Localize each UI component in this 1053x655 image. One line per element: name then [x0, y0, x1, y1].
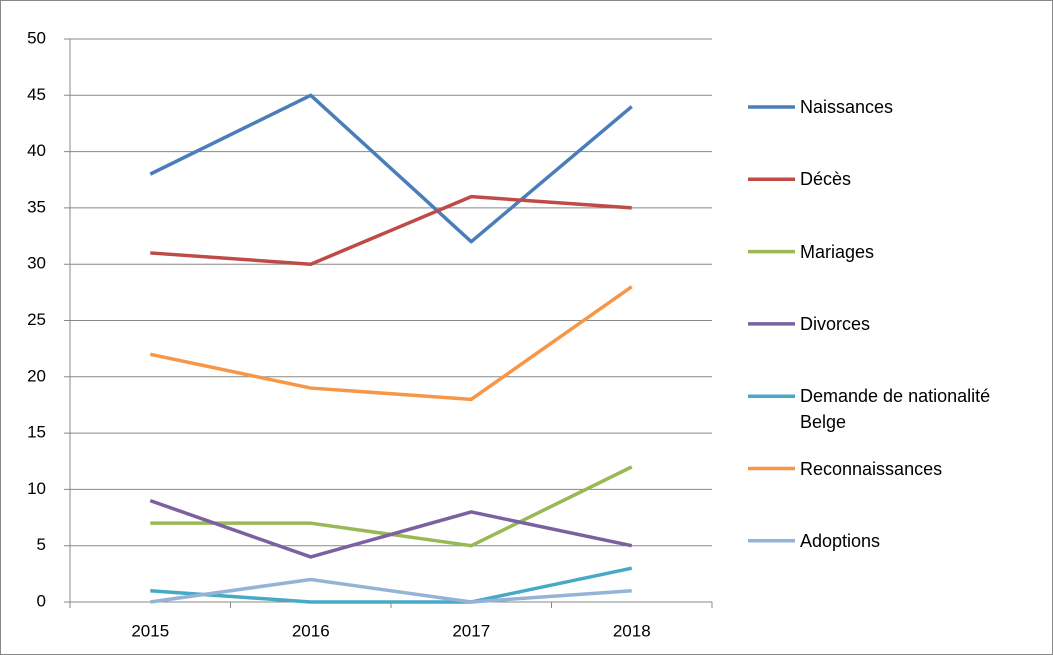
- y-tick-label: 35: [27, 197, 46, 216]
- y-tick-label: 20: [27, 366, 46, 385]
- legend-label: Demande de nationalité Belge: [800, 386, 991, 433]
- x-tick-label: 2015: [131, 621, 169, 640]
- y-tick-label: 30: [27, 254, 46, 273]
- legend-label: Reconnaissances: [800, 458, 943, 479]
- series-line: [149, 93, 633, 244]
- y-tick-label: 5: [37, 535, 46, 554]
- series-line: [150, 566, 633, 604]
- y-tick-label: 50: [27, 28, 46, 47]
- series-line: [149, 499, 633, 559]
- y-tick-label: 15: [27, 423, 46, 442]
- series-line: [150, 194, 632, 266]
- legend-label: Adoptions: [800, 530, 881, 551]
- series-line: [150, 577, 632, 604]
- legend-label: Mariages: [800, 241, 875, 262]
- y-tick-label: 25: [27, 310, 46, 329]
- legend-label: Naissances: [800, 97, 894, 117]
- y-tick-label: 0: [37, 591, 46, 610]
- legend-label: Décès: [800, 169, 852, 190]
- y-tick-label: 45: [27, 85, 46, 104]
- y-tick-label: 40: [27, 141, 46, 160]
- x-tick-label: 2016: [292, 621, 330, 640]
- x-tick-label: 2017: [452, 621, 490, 640]
- legend-label: Divorces: [800, 313, 871, 334]
- series-line: [149, 285, 633, 402]
- y-tick-label: 10: [27, 479, 46, 498]
- x-tick-label: 2018: [613, 621, 651, 640]
